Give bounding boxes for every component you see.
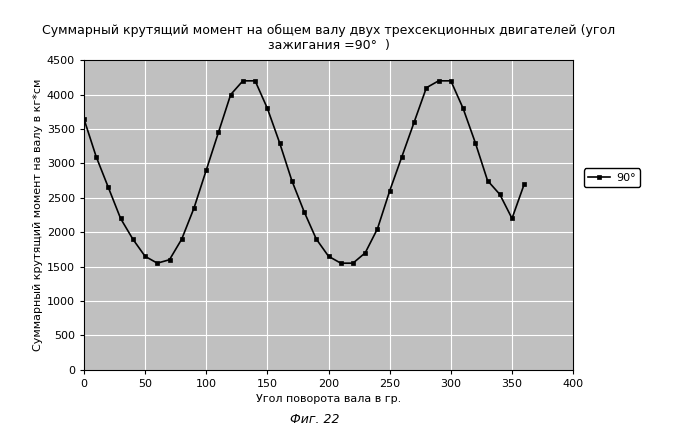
90° bbox=[104, 185, 113, 190]
90° bbox=[312, 237, 320, 242]
90° bbox=[116, 216, 124, 221]
90° bbox=[361, 250, 369, 255]
90° bbox=[337, 261, 345, 266]
X-axis label: Угол поворота вала в гр.: Угол поворота вала в гр. bbox=[256, 394, 401, 404]
90° bbox=[324, 254, 333, 259]
90° bbox=[471, 140, 480, 145]
90° bbox=[178, 237, 186, 242]
90° bbox=[214, 130, 222, 135]
90° bbox=[422, 85, 431, 90]
90° bbox=[300, 209, 308, 214]
90° bbox=[447, 78, 455, 83]
90° bbox=[189, 206, 199, 211]
90° bbox=[459, 106, 467, 111]
Line: 90°: 90° bbox=[82, 78, 526, 266]
90° bbox=[238, 78, 247, 83]
90° bbox=[202, 168, 210, 173]
90° bbox=[349, 261, 357, 266]
90° bbox=[398, 154, 406, 159]
Text: Фиг. 22: Фиг. 22 bbox=[290, 413, 339, 426]
Title: Суммарный крутящий момент на общем валу двух трехсекционных двигателей (угол
заж: Суммарный крутящий момент на общем валу … bbox=[42, 24, 615, 52]
Y-axis label: Суммарный крутящий момент на валу в кг*см: Суммарный крутящий момент на валу в кг*с… bbox=[33, 79, 43, 351]
90° bbox=[520, 181, 528, 187]
90° bbox=[483, 178, 491, 183]
90° bbox=[226, 92, 235, 97]
90° bbox=[251, 78, 259, 83]
90° bbox=[80, 116, 88, 121]
90° bbox=[507, 216, 516, 221]
90° bbox=[263, 106, 271, 111]
90° bbox=[275, 140, 284, 145]
90° bbox=[92, 154, 101, 159]
Legend: 90°: 90° bbox=[584, 169, 640, 187]
90° bbox=[386, 188, 394, 194]
90° bbox=[434, 78, 443, 83]
90° bbox=[410, 120, 418, 125]
90° bbox=[153, 261, 161, 266]
90° bbox=[288, 178, 296, 183]
90° bbox=[129, 237, 137, 242]
90° bbox=[165, 257, 173, 262]
90° bbox=[496, 192, 504, 197]
90° bbox=[373, 226, 382, 231]
90° bbox=[140, 254, 150, 259]
